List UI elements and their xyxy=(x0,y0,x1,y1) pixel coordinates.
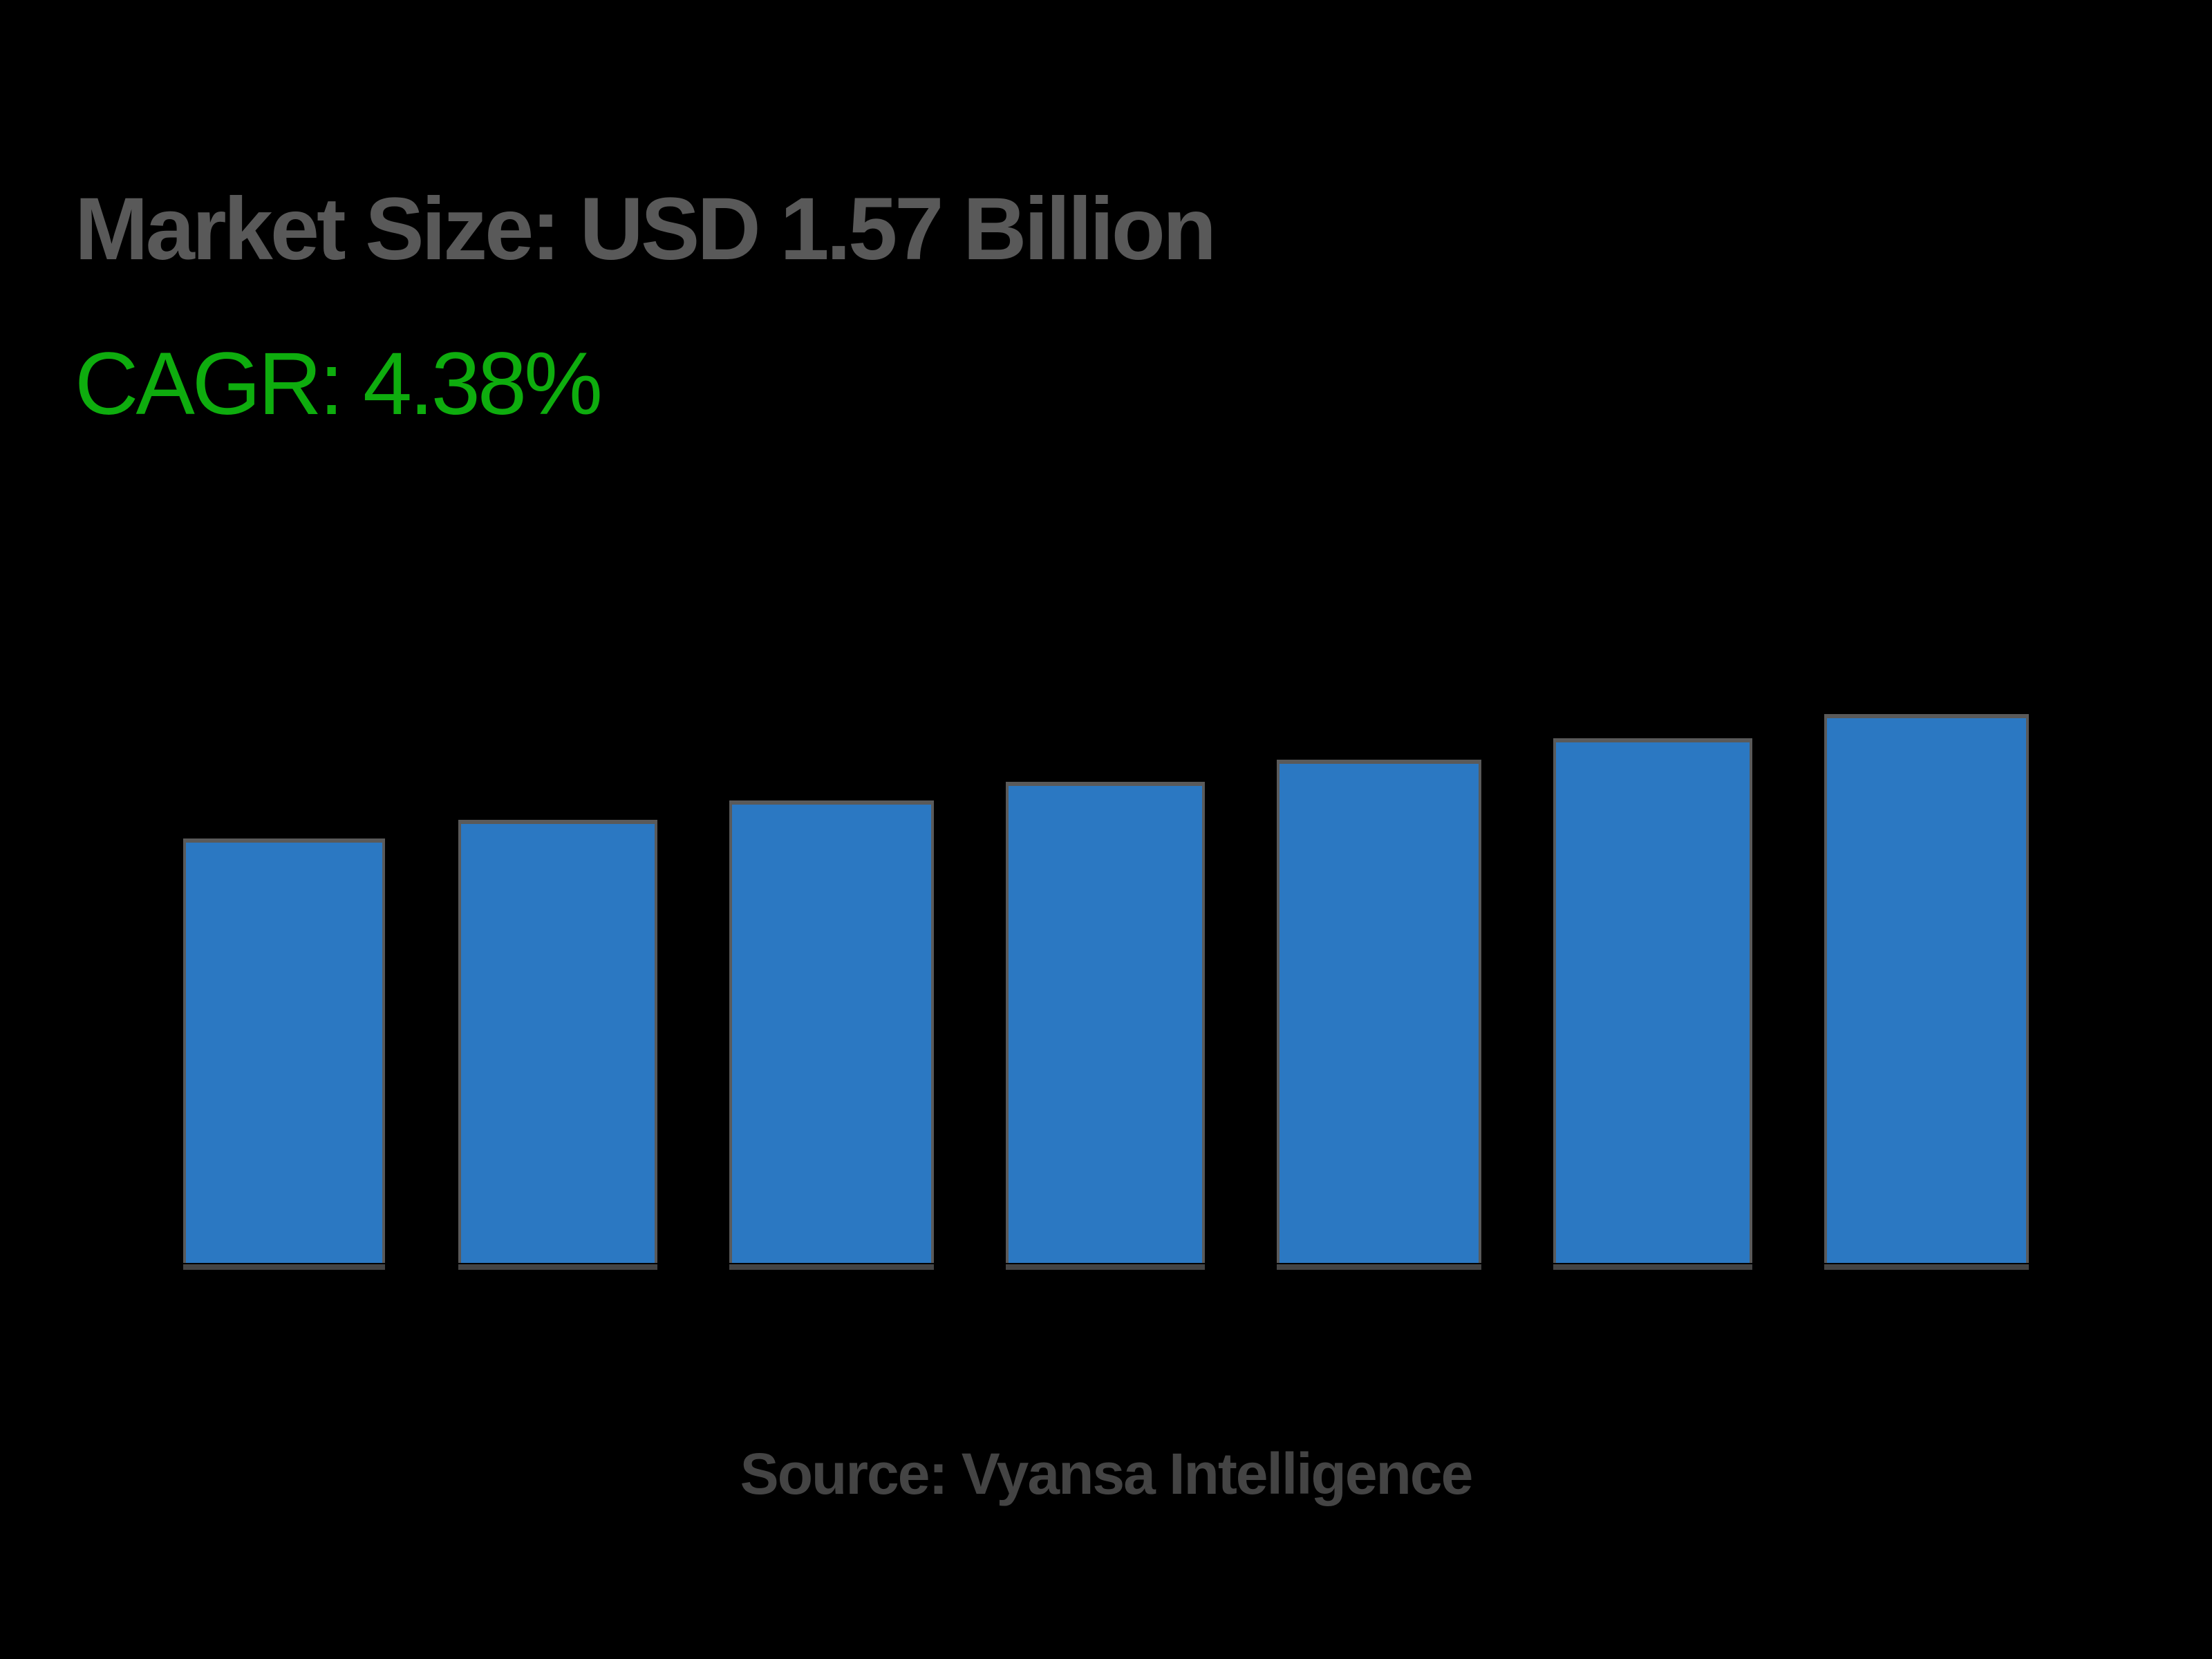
bar-1 xyxy=(183,838,385,1263)
bar-base-2 xyxy=(458,1264,657,1270)
bar-4 xyxy=(1006,782,1205,1263)
market-size-title: Market Size: USD 1.57 Billion xyxy=(75,180,1217,279)
bar-3 xyxy=(729,800,934,1263)
bar-2 xyxy=(458,820,657,1263)
bar-base-5 xyxy=(1277,1264,1481,1270)
source-caption: Source: Vyansa Intelligence xyxy=(740,1441,1474,1506)
bar-base-1 xyxy=(183,1264,385,1270)
bar-base-3 xyxy=(729,1264,934,1270)
bar-base-7 xyxy=(1824,1264,2029,1270)
bar-5 xyxy=(1277,760,1481,1263)
bar-6 xyxy=(1553,738,1752,1263)
bar-7 xyxy=(1824,714,2029,1263)
bar-base-6 xyxy=(1553,1264,1752,1270)
bar-base-4 xyxy=(1006,1264,1205,1270)
cagr-subtitle: CAGR: 4.38% xyxy=(75,335,603,433)
